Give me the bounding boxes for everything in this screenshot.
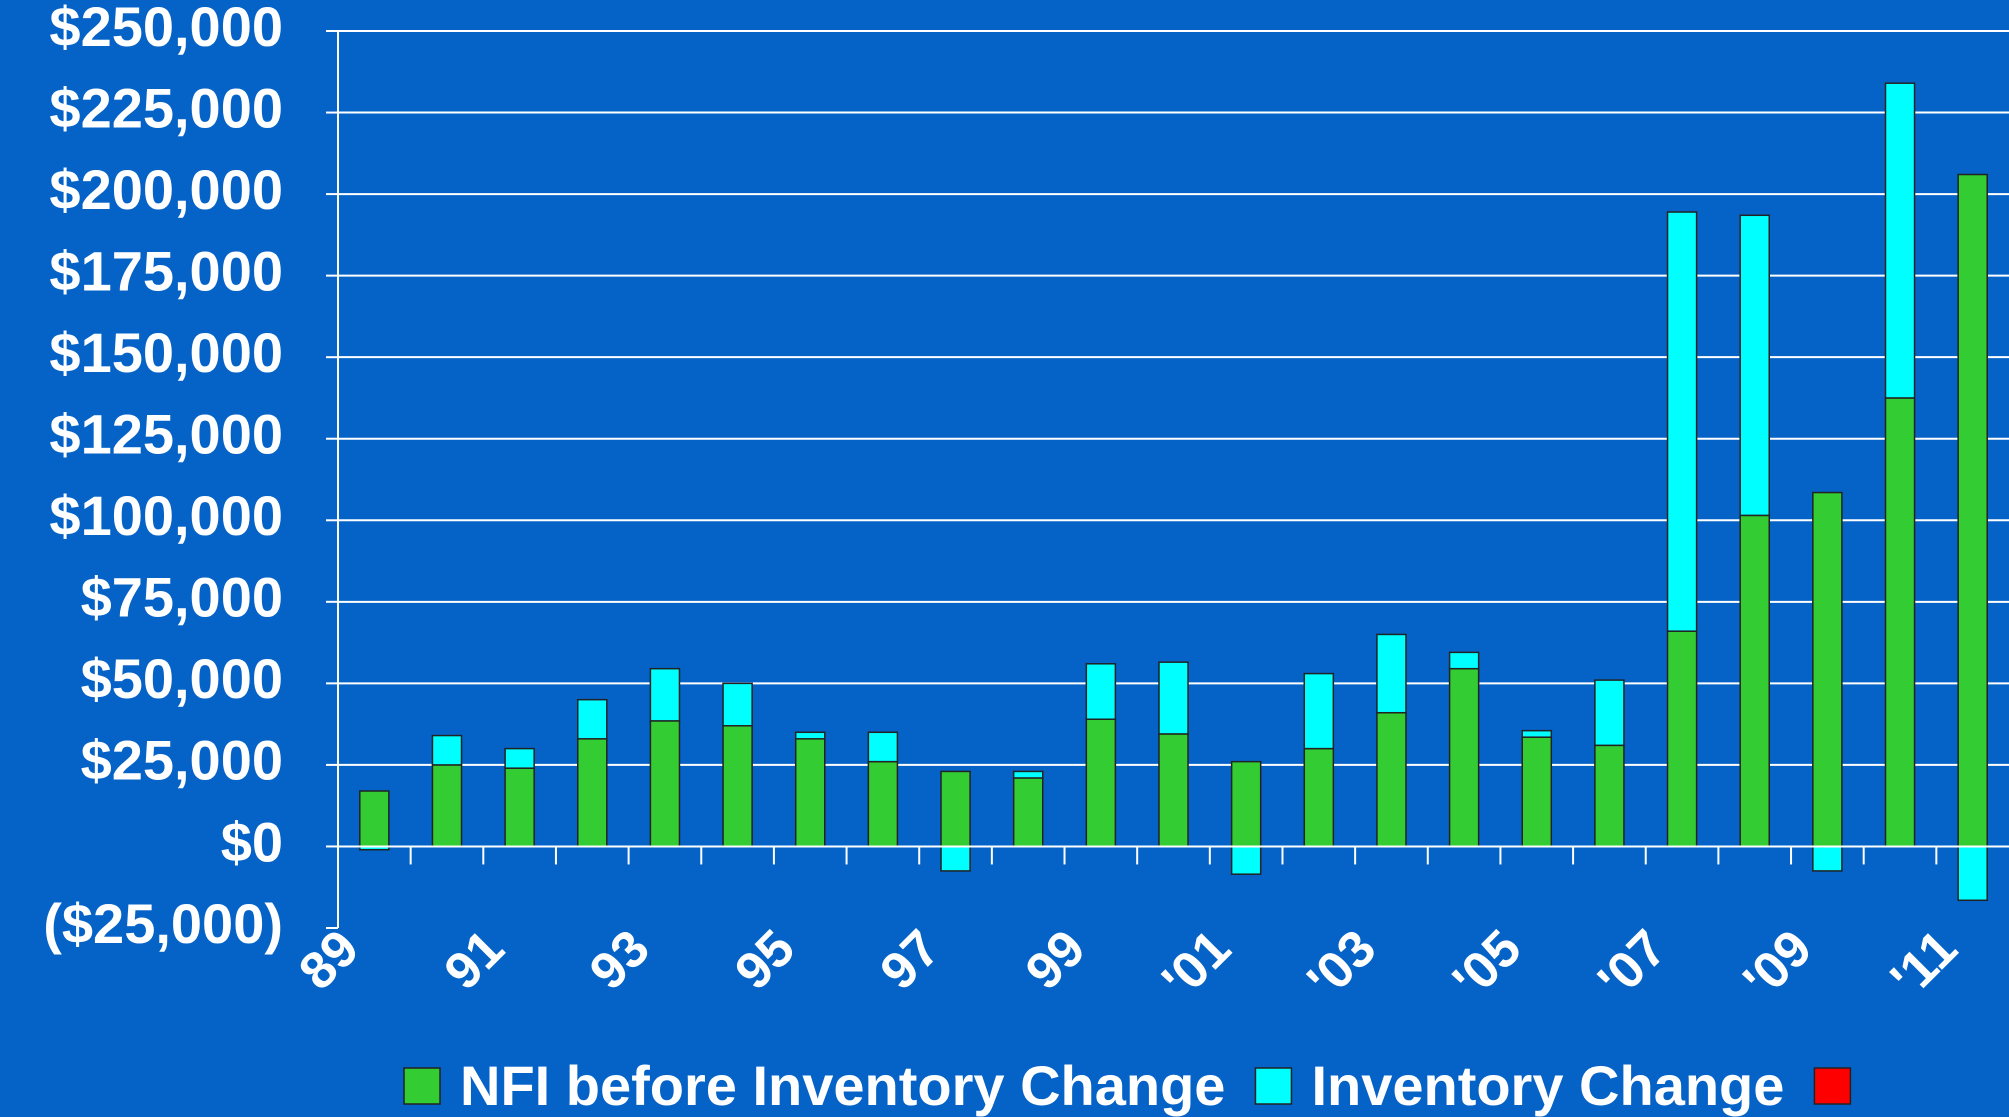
legend-swatch — [1813, 1067, 1852, 1105]
y-tick-label: $75,000 — [81, 566, 283, 629]
bar — [359, 790, 390, 848]
bar — [867, 731, 899, 763]
bar — [1884, 82, 1916, 399]
bar — [1158, 661, 1189, 735]
y-tick-label: $50,000 — [81, 647, 283, 710]
legend-swatch — [1254, 1067, 1293, 1105]
bar — [1012, 770, 1044, 779]
bar — [649, 720, 681, 848]
y-tick-label: $250,000 — [49, 0, 283, 58]
y-tick-label: $225,000 — [49, 76, 283, 139]
bar — [1521, 736, 1553, 848]
bar — [1666, 211, 1698, 632]
bar — [1376, 711, 1407, 848]
bar — [1230, 760, 1262, 848]
bar — [1666, 630, 1698, 848]
y-tick-label: $200,000 — [49, 158, 283, 221]
y-tick-label: $100,000 — [49, 484, 283, 547]
y-tick-label: $25,000 — [81, 729, 283, 792]
bar — [1158, 733, 1189, 848]
legend-label: Inventory Change — [1311, 1054, 1784, 1117]
bar — [431, 734, 463, 766]
bar — [794, 731, 826, 740]
bar — [504, 747, 535, 769]
bar — [1957, 845, 1988, 902]
bar — [1085, 663, 1117, 720]
y-tick-label: $150,000 — [49, 321, 283, 384]
bar — [1739, 514, 1770, 848]
bar — [867, 760, 899, 848]
bar — [1884, 397, 1916, 848]
bar — [1594, 744, 1625, 848]
bar — [577, 698, 608, 740]
bar — [1448, 667, 1480, 848]
bar — [1739, 214, 1770, 517]
bar — [1521, 729, 1553, 738]
legend-label: NFI before Inventory Change — [460, 1054, 1225, 1117]
bar — [1594, 679, 1625, 747]
bar — [1448, 651, 1480, 670]
bar — [577, 738, 608, 848]
bar — [1957, 173, 1988, 848]
bar — [1085, 718, 1117, 848]
y-tick-label: $175,000 — [49, 239, 283, 302]
y-tick-label: $125,000 — [49, 403, 283, 466]
y-tick-label: $0 — [221, 810, 283, 873]
bar — [1812, 491, 1843, 848]
bar — [649, 667, 681, 722]
bar — [722, 725, 753, 848]
bar — [794, 738, 826, 848]
bar — [504, 767, 535, 848]
bar — [431, 764, 463, 848]
legend-swatch — [403, 1067, 441, 1105]
bar — [1012, 777, 1044, 848]
bar — [1812, 845, 1843, 872]
bar — [1303, 747, 1335, 848]
bar — [722, 682, 753, 727]
bar — [940, 770, 971, 848]
bar — [1230, 845, 1262, 875]
bar — [1376, 633, 1407, 714]
y-tick-label: ($25,000) — [43, 892, 283, 955]
bar — [1303, 672, 1335, 750]
bar — [940, 845, 971, 872]
